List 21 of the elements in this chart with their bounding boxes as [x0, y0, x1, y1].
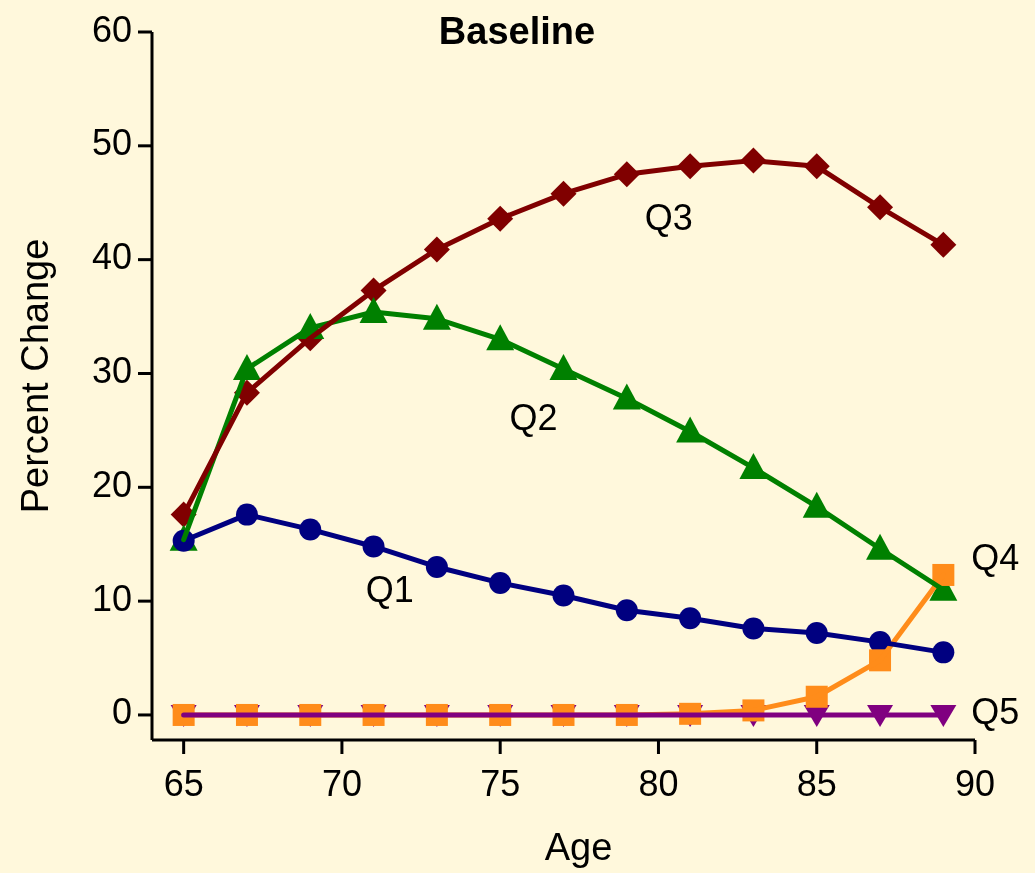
y-tick-label: 50: [91, 122, 132, 164]
y-tick-label: 20: [91, 463, 132, 505]
series-label: Q4: [971, 537, 1020, 579]
series-label: Q2: [509, 397, 558, 439]
x-tick-label: 70: [321, 762, 362, 804]
x-tick-label: 90: [954, 762, 996, 804]
chart-title: Baseline: [438, 10, 596, 53]
y-tick-label: 0: [111, 691, 132, 733]
series-label: Q5: [971, 691, 1020, 733]
series-label: Q3: [644, 196, 693, 238]
x-tick-label: 65: [163, 762, 204, 804]
series-label: Q1: [365, 569, 414, 611]
x-axis-title: Age: [544, 826, 613, 869]
x-tick-label: 75: [480, 762, 521, 804]
x-tick-label: 85: [796, 762, 837, 804]
y-tick-label: 30: [91, 349, 132, 391]
x-tick-label: 80: [638, 762, 679, 804]
y-tick-label: 40: [91, 236, 132, 278]
y-tick-label: 60: [91, 8, 132, 50]
y-tick-label: 10: [91, 577, 132, 619]
y-axis-title: Percent Change: [14, 238, 57, 514]
